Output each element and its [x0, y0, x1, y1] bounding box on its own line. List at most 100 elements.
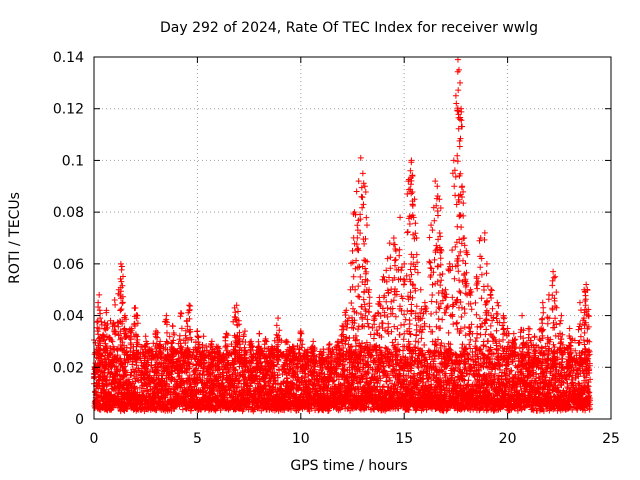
data-point — [372, 312, 379, 319]
data-point — [111, 297, 118, 304]
data-point — [558, 312, 565, 319]
data-point — [459, 183, 466, 190]
data-points-band — [91, 68, 594, 415]
data-point — [397, 214, 404, 221]
data-point — [436, 196, 443, 203]
plot-frame — [93, 56, 612, 420]
data-point — [576, 299, 583, 306]
data-point — [103, 307, 110, 314]
data-point — [488, 286, 495, 293]
x-tick-label: 20 — [499, 431, 517, 447]
data-point — [525, 325, 532, 332]
data-point — [304, 348, 311, 355]
data-point — [409, 172, 416, 179]
data-point — [539, 299, 546, 306]
data-point — [215, 343, 222, 350]
data-point — [566, 325, 573, 332]
y-tick-label: 0.1 — [62, 153, 84, 169]
data-point — [208, 338, 215, 345]
data-point — [97, 338, 104, 345]
data-point — [438, 247, 445, 254]
data-point — [142, 333, 149, 340]
data-point — [223, 330, 230, 337]
data-point — [275, 315, 282, 322]
y-tick-label: 0 — [75, 412, 84, 428]
data-point — [456, 66, 463, 73]
data-point — [349, 247, 356, 254]
data-point — [405, 178, 412, 185]
data-point — [386, 240, 393, 247]
data-point — [545, 291, 552, 298]
x-tick-label: 15 — [395, 431, 413, 447]
data-point — [163, 312, 170, 319]
y-tick-label: 0.08 — [53, 205, 84, 221]
data-point — [446, 260, 453, 267]
data-point — [434, 183, 441, 190]
x-tick-label: 5 — [193, 431, 202, 447]
data-point — [347, 286, 354, 293]
data-point — [581, 286, 588, 293]
data-point — [519, 312, 526, 319]
data-point — [177, 309, 184, 316]
data-point — [483, 260, 490, 267]
data-point — [384, 255, 391, 262]
data-point — [504, 325, 511, 332]
chart-title: Day 292 of 2024, Rate Of TEC Index for r… — [160, 20, 538, 36]
data-point — [132, 304, 139, 311]
data-point — [153, 328, 160, 335]
data-point — [353, 188, 360, 195]
data-point — [355, 178, 362, 185]
y-tick-label: 0.14 — [53, 50, 84, 66]
data-point — [95, 299, 102, 306]
data-point — [310, 338, 317, 345]
data-point — [289, 343, 296, 350]
data-point — [262, 335, 269, 342]
data-point — [467, 286, 474, 293]
data-point — [552, 273, 559, 280]
data-point — [326, 341, 333, 348]
axis-ticks: 0 5 10 15 20 25 0 0.02 0.04 0.06 0.08 0.1 0.12 0.14 — [53, 50, 620, 447]
data-point — [457, 79, 464, 86]
y-axis-title: ROTI / TECUs — [7, 192, 23, 284]
data-point — [194, 328, 201, 335]
data-point — [392, 247, 399, 254]
data-point — [463, 247, 470, 254]
data-point — [268, 343, 275, 350]
data-point — [408, 157, 415, 164]
data-point — [461, 235, 468, 241]
data-point — [366, 286, 373, 293]
data-point — [411, 196, 418, 203]
y-tick-label: 0.06 — [53, 257, 84, 273]
x-tick-label: 10 — [292, 431, 310, 447]
data-point — [357, 154, 364, 161]
data-point — [184, 317, 191, 324]
data-point — [169, 322, 176, 329]
data-point — [413, 235, 420, 241]
data-point — [442, 286, 449, 293]
data-point — [248, 338, 255, 345]
data-point — [117, 260, 124, 267]
data-point — [351, 209, 358, 216]
data-point — [401, 260, 408, 267]
data-point — [376, 294, 383, 301]
x-tick-label: 25 — [602, 431, 620, 447]
data-point — [128, 325, 135, 332]
data-point — [450, 157, 457, 164]
x-tick-label: 0 — [90, 431, 99, 447]
data-point — [550, 268, 557, 275]
data-point — [343, 307, 350, 314]
data-point — [283, 338, 290, 345]
data-point — [233, 302, 240, 309]
data-point — [297, 328, 304, 335]
data-point — [417, 286, 424, 293]
data-points — [91, 56, 594, 415]
data-point — [359, 170, 366, 177]
data-point — [477, 235, 484, 241]
data-point — [481, 229, 488, 236]
data-point — [256, 330, 263, 337]
data-point — [390, 235, 397, 241]
data-point — [200, 333, 207, 340]
data-point — [101, 325, 108, 332]
data-point — [510, 330, 517, 337]
